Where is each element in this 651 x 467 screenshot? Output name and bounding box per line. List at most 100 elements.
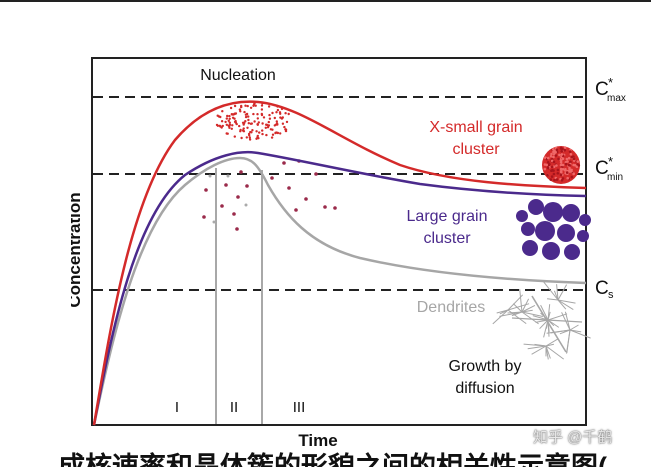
red-cluster-grain xyxy=(566,160,569,163)
cmin-level-label: C * min xyxy=(595,155,635,185)
nucleation-dot xyxy=(279,112,282,116)
dendrite-branch xyxy=(569,324,579,331)
nucleation-dot xyxy=(226,114,229,118)
dendrite-branch xyxy=(545,338,558,347)
large-grain-sphere xyxy=(542,242,560,260)
large-grain-sphere xyxy=(577,230,589,242)
nucleus-dot xyxy=(220,204,224,208)
nucleation-dot xyxy=(248,136,251,139)
cmax-superscript: * xyxy=(608,75,614,90)
nucleation-dot xyxy=(284,112,287,115)
nucleus-dot xyxy=(314,172,318,176)
nucleation-dot xyxy=(219,125,222,128)
nucleation-dot xyxy=(268,117,272,120)
watermark: 知乎 @千鹤 xyxy=(533,429,613,446)
dendrite-branch xyxy=(507,309,527,325)
large-grain-cluster-icon xyxy=(516,199,591,260)
dendrite-branch xyxy=(547,319,560,328)
red-cluster-grain xyxy=(543,167,547,171)
nucleation-dot xyxy=(256,123,259,126)
red-cluster-grain xyxy=(549,155,553,158)
nucleus-dot xyxy=(333,206,337,210)
nucleation-dot xyxy=(239,110,242,113)
dendrite-branch xyxy=(492,309,509,325)
dendrite-branch xyxy=(540,304,549,321)
nucleus-dot xyxy=(224,183,228,187)
nucleation-dot xyxy=(233,117,236,120)
red-cluster-grain xyxy=(543,163,547,166)
nucleation-dot xyxy=(269,128,273,131)
x-axis-label: Time xyxy=(298,431,338,450)
cmin-subscript: min xyxy=(607,172,624,183)
red-cluster-grain xyxy=(564,168,567,171)
cmin-symbol: C xyxy=(595,158,609,179)
red-cluster-grain xyxy=(552,160,556,164)
red-cluster-grain xyxy=(575,165,579,168)
red-cluster-grain xyxy=(560,171,563,174)
x-small-grain-label-line2: cluster xyxy=(452,141,500,158)
nucleation-dot xyxy=(228,117,231,121)
nucleation-dot xyxy=(248,138,252,141)
nucleation-dot xyxy=(265,123,268,126)
nucleation-dot xyxy=(261,132,264,136)
red-cluster-grain xyxy=(546,166,550,169)
dendrite-branch xyxy=(532,315,549,321)
nucleation-dot xyxy=(228,121,231,124)
dendrites-label: Dendrites xyxy=(416,299,486,316)
large-grain-sphere xyxy=(535,221,555,241)
dendrite-trunk xyxy=(531,295,567,353)
nucleation-dot xyxy=(247,115,250,118)
nucleation-dot xyxy=(274,131,277,134)
red-cluster-grain xyxy=(547,156,550,160)
nucleus-dot xyxy=(202,215,206,219)
dendrite-branch xyxy=(523,343,547,347)
stage-label-1: I xyxy=(174,399,180,416)
large-grain-sphere xyxy=(522,240,538,256)
nucleation-dot xyxy=(271,133,275,136)
dendrite-branch xyxy=(519,289,523,313)
red-cluster-grain xyxy=(549,178,553,181)
scattered-nuclei xyxy=(202,159,337,231)
x-small-grain-label: X-small grain cluster xyxy=(406,117,546,161)
nucleation-dot xyxy=(247,118,250,122)
large-grain-curve xyxy=(92,151,587,426)
red-cluster-grain xyxy=(566,176,569,180)
nucleation-dot xyxy=(260,104,264,107)
red-cluster-grain xyxy=(559,167,563,171)
nucleation-dot xyxy=(276,108,280,112)
red-cluster-grain xyxy=(552,172,556,176)
nucleation-dot xyxy=(245,112,249,116)
stage-label-3: III xyxy=(292,399,306,416)
red-cluster-grain xyxy=(550,169,553,172)
nucleation-dot xyxy=(271,111,274,115)
dendrite-branch xyxy=(545,345,564,360)
nucleus-dot xyxy=(323,205,327,209)
nucleation-dot xyxy=(238,124,241,128)
red-cluster-grain xyxy=(563,146,567,149)
red-cluster-grain xyxy=(565,157,569,161)
growth-label: Growth by diffusion xyxy=(425,356,545,400)
y-axis-label: Concentration xyxy=(71,192,84,308)
red-cluster-grain xyxy=(555,164,558,167)
nucleation-dot xyxy=(283,125,286,129)
red-cluster-grain xyxy=(570,168,573,172)
red-cluster-grain xyxy=(546,161,550,164)
red-cluster-grain xyxy=(561,168,565,171)
dendrite-branch xyxy=(557,299,567,310)
red-cluster-grain xyxy=(552,155,555,159)
large-grain-sphere xyxy=(562,204,580,222)
large-grain-sphere xyxy=(579,214,591,226)
nucleation-dot xyxy=(275,122,279,125)
nucleation-dot xyxy=(262,116,266,119)
nucleation-dot xyxy=(240,104,243,108)
y-axis-label-clip: Concentration xyxy=(71,185,87,315)
nucleation-dot xyxy=(246,126,249,129)
dendrite-branch xyxy=(546,329,571,334)
nucleus-dot xyxy=(304,197,308,201)
nucleation-dot xyxy=(249,130,252,134)
nucleus-dot xyxy=(245,184,249,188)
nucleation-dot xyxy=(264,126,267,129)
nucleation-dot xyxy=(239,130,242,133)
nucleation-dot xyxy=(233,104,237,108)
dendrite-branch xyxy=(561,312,571,331)
